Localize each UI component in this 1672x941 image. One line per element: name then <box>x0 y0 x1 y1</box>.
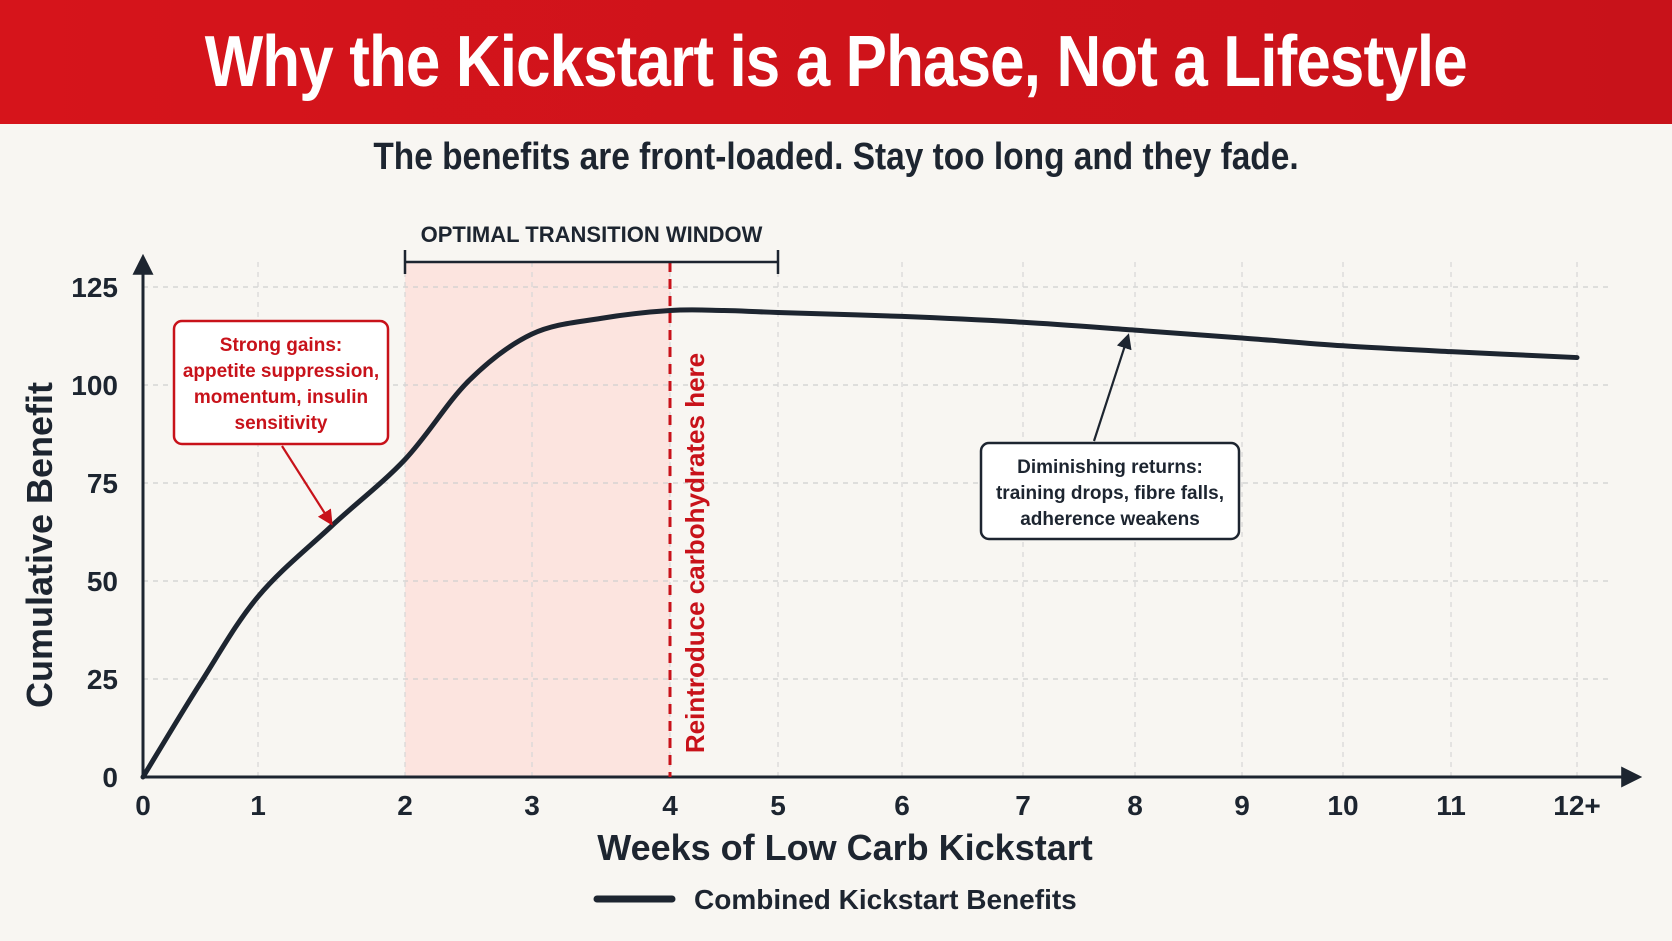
x-tick-label-1: 1 <box>250 790 266 821</box>
late-note-box <box>979 441 1241 541</box>
x-tick-label-4: 4 <box>662 790 678 821</box>
late-note-line-1: training drops, fibre falls, <box>996 483 1224 504</box>
x-tick-label-0: 0 <box>135 790 151 821</box>
early-note-line-3: sensitivity <box>235 413 328 434</box>
x-tick-label-5: 5 <box>770 790 786 821</box>
x-tick-label-11: 11 <box>1436 790 1466 821</box>
reintroduce-carbs-label: Reintroduce carbohydrates here <box>680 353 710 753</box>
x-tick-label-12+: 12+ <box>1553 790 1601 821</box>
window-bracket-label: OPTIMAL TRANSITION WINDOW <box>421 222 763 247</box>
x-tick-label-9: 9 <box>1234 790 1250 821</box>
x-tick-label-7: 7 <box>1015 790 1031 821</box>
early-note-line-1: appetite suppression, <box>183 361 379 382</box>
x-tick-label-2: 2 <box>397 790 413 821</box>
late-note-arrow <box>1092 333 1132 442</box>
early-note-arrow <box>281 445 333 526</box>
x-tick-label-3: 3 <box>524 790 540 821</box>
early-note-line-2: momentum, insulin <box>194 387 368 408</box>
x-tick-label-8: 8 <box>1127 790 1143 821</box>
optimal-window-shading <box>405 262 670 777</box>
y-tick-label-0: 0 <box>102 762 118 793</box>
y-tick-label-125: 125 <box>71 272 118 303</box>
legend-label: Combined Kickstart Benefits <box>694 884 1077 915</box>
late-note-line-0: Diminishing returns: <box>1017 457 1203 478</box>
y-tick-label-100: 100 <box>71 370 118 401</box>
y-tick-label-50: 50 <box>87 566 118 597</box>
page-title: Why the Kickstart is a Phase, Not a Life… <box>204 22 1468 102</box>
x-tick-label-10: 10 <box>1327 790 1358 821</box>
x-tick-label-6: 6 <box>894 790 910 821</box>
late-note-line-2: adherence weakens <box>1020 509 1200 530</box>
page-subtitle: The benefits are front-loaded. Stay too … <box>373 136 1299 178</box>
y-tick-label-75: 75 <box>87 468 118 499</box>
y-tick-label-25: 25 <box>87 664 118 695</box>
title-banner: Why the Kickstart is a Phase, Not a Life… <box>0 0 1672 124</box>
early-note-line-0: Strong gains: <box>220 335 342 356</box>
x-axis-title: Weeks of Low Carb Kickstart <box>597 827 1092 868</box>
y-axis-title: Cumulative Benefit <box>19 382 60 708</box>
series-line-0 <box>140 307 1580 780</box>
early-note-box <box>172 319 390 446</box>
